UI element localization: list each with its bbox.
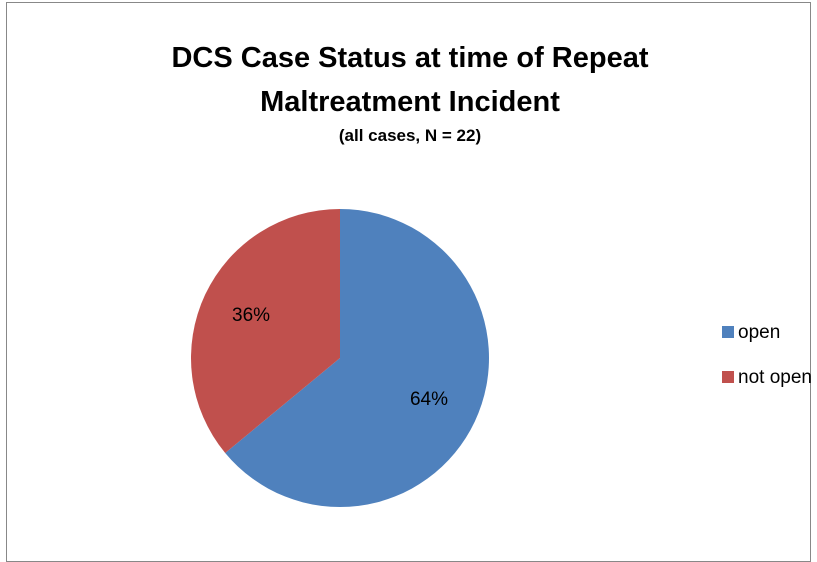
legend-swatch [722,371,734,383]
data-label: 36% [232,305,270,326]
chart-title: DCS Case Status at time of Repeat Maltre… [171,42,649,118]
legend-swatch [722,326,734,338]
legend-label: not open [738,367,812,388]
legend-label: open [738,322,780,343]
pie-slice [191,209,340,453]
data-label: 64% [410,389,448,410]
chart-subtitle: (all cases, N = 22) [338,126,482,145]
pie-slice [225,209,490,507]
